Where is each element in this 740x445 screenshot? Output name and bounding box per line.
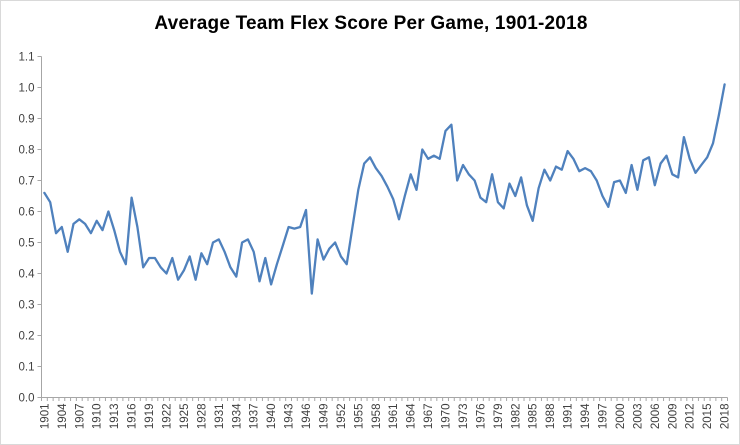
- x-tick-label: 1994: [580, 403, 592, 429]
- x-tick-label: 2018: [720, 404, 732, 430]
- y-tick-label: 1.0: [19, 83, 35, 95]
- x-tick-label: 1982: [510, 404, 522, 430]
- y-tick-label: 0.5: [19, 238, 35, 250]
- x-tick-label: 1904: [57, 403, 69, 429]
- x-tick-label: 1919: [144, 404, 156, 430]
- x-tick-label: 1916: [127, 404, 139, 430]
- x-tick-label: 1931: [214, 404, 226, 430]
- x-tick-label: 2003: [632, 404, 644, 430]
- x-tick-label: 1961: [388, 404, 400, 430]
- x-tick-label: 1913: [109, 404, 121, 430]
- x-tick-label: 1928: [196, 404, 208, 430]
- x-tick-label: 1964: [406, 403, 418, 429]
- x-tick-label: 1988: [545, 404, 557, 430]
- x-tick-label: 1949: [318, 404, 330, 430]
- x-tick-label: 2006: [650, 404, 662, 430]
- y-tick-label: 0.3: [19, 300, 35, 312]
- y-tick-label: 0.2: [19, 331, 35, 343]
- x-tick-label: 2009: [667, 404, 679, 430]
- y-tick-label: 0.0: [19, 393, 35, 405]
- chart-title: Average Team Flex Score Per Game, 1901-2…: [154, 13, 588, 34]
- y-tick-label: 0.8: [19, 145, 35, 157]
- x-tick-label: 1967: [423, 404, 435, 430]
- x-tick-label: 1934: [231, 403, 243, 429]
- x-tick-label: 1991: [563, 404, 575, 430]
- x-tick-label: 1937: [249, 404, 261, 430]
- x-tick-label: 1946: [301, 404, 313, 430]
- x-tick-label: 1925: [179, 404, 191, 430]
- x-tick-label: 1958: [371, 404, 383, 430]
- x-tick-label: 1970: [441, 404, 453, 430]
- x-tick-label: 1922: [161, 404, 173, 430]
- x-tick-label: 1907: [74, 404, 86, 430]
- y-tick-label: 0.6: [19, 207, 35, 219]
- y-tick-label: 1.1: [19, 52, 35, 64]
- y-tick-label: 0.9: [19, 114, 35, 126]
- x-tick-label: 1979: [493, 403, 505, 429]
- x-tick-label: 1940: [266, 404, 278, 430]
- x-tick-label: 1952: [336, 404, 348, 430]
- x-tick-label: 1976: [475, 404, 487, 430]
- x-tick-label: 2015: [702, 404, 714, 430]
- x-tick-label: 1901: [39, 404, 51, 430]
- x-tick-label: 1943: [284, 404, 296, 430]
- y-tick-label: 0.1: [19, 362, 35, 374]
- x-tick-label: 1973: [458, 404, 470, 430]
- x-tick-label: 1997: [598, 404, 610, 430]
- x-tick-label: 1985: [528, 404, 540, 430]
- y-tick-label: 0.7: [19, 176, 35, 188]
- x-tick-label: 1955: [353, 404, 365, 430]
- x-tick-label: 1910: [92, 404, 104, 430]
- x-tick-label: 2012: [685, 404, 697, 430]
- data-line-series: [43, 83, 726, 295]
- x-tick-label: 2000: [615, 404, 627, 430]
- y-tick-label: 0.4: [19, 269, 36, 281]
